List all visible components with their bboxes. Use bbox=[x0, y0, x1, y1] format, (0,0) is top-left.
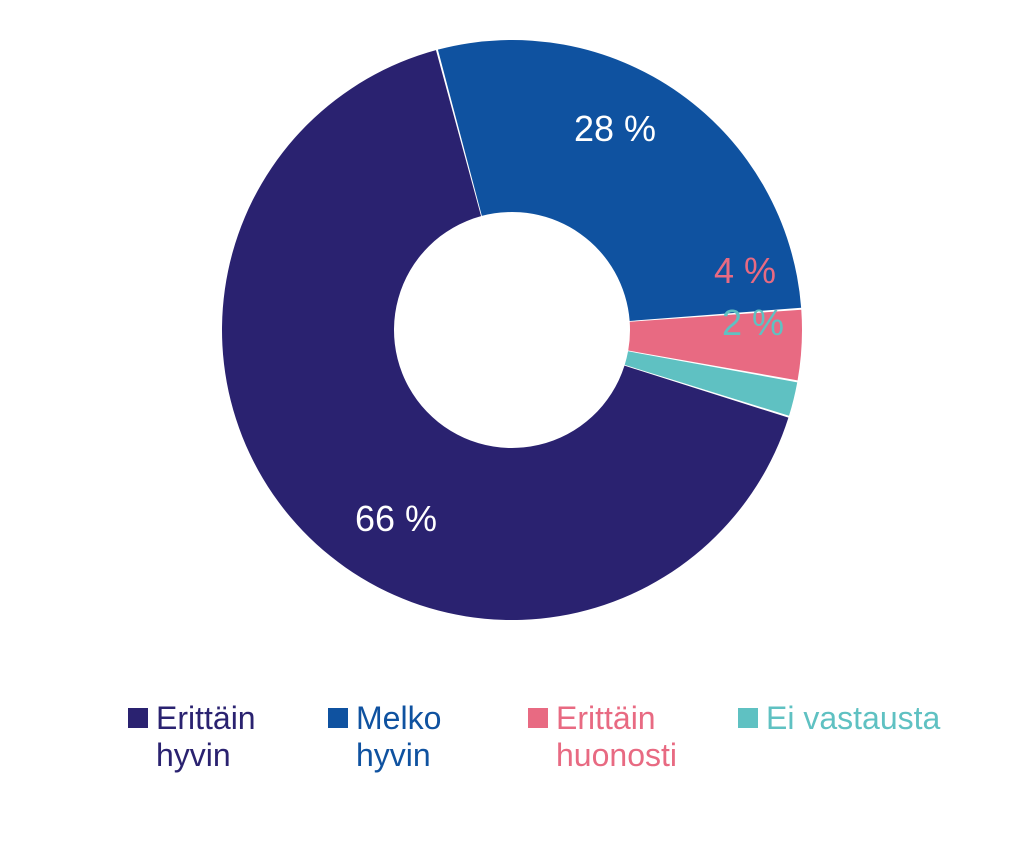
legend-swatch bbox=[128, 708, 148, 728]
donut-svg bbox=[220, 38, 804, 622]
legend-label: Melko hyvin bbox=[356, 700, 441, 774]
legend-swatch bbox=[738, 708, 758, 728]
slice-label-ei_vastausta: 2 % bbox=[722, 302, 784, 344]
legend: Erittäin hyvin Melko hyvin Erittäin huonos… bbox=[0, 700, 1024, 774]
legend-item-ei_vastausta: Ei vastausta bbox=[738, 700, 968, 774]
legend-item-melko_hyvin: Melko hyvin bbox=[328, 700, 528, 774]
slice-label-erittain_hyvin: 66 % bbox=[355, 498, 437, 540]
legend-item-erittain_hyvin: Erittäin hyvin bbox=[128, 700, 328, 774]
legend-swatch bbox=[528, 708, 548, 728]
slice-label-melko_hyvin: 28 % bbox=[574, 108, 656, 150]
chart-container: 28 % 4 % 2 % 66 % Erittäin hyvin Melko hyvin… bbox=[0, 0, 1024, 859]
legend-label: Erittäin huonosti bbox=[556, 700, 677, 774]
legend-item-erittain_huonosti: Erittäin huonosti bbox=[528, 700, 738, 774]
donut-chart: 28 % 4 % 2 % 66 % bbox=[0, 0, 1024, 680]
slice-label-erittain_huonosti: 4 % bbox=[714, 250, 776, 292]
legend-label: Erittäin hyvin bbox=[156, 700, 256, 774]
legend-swatch bbox=[328, 708, 348, 728]
legend-label: Ei vastausta bbox=[766, 700, 940, 737]
